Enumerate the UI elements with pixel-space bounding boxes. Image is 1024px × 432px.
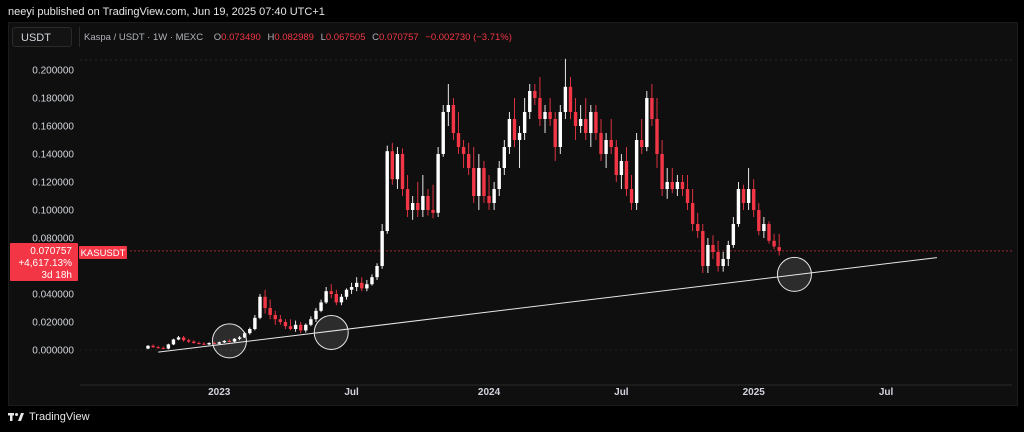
change-value: −0.002730 (−3.71%)	[425, 32, 512, 43]
low-value: 0.067505	[325, 32, 366, 43]
toolbar-divider	[79, 27, 80, 47]
close-label: C	[372, 32, 380, 43]
open-value: 0.073490	[221, 32, 261, 43]
currency-button[interactable]: USDT	[12, 27, 72, 47]
open-label: O	[213, 32, 222, 43]
top-bar: neeyi published on TradingView.com, Jun …	[0, 0, 1024, 24]
ohlc-legend: Kaspa / USDT · 1W · MEXC O0.073490 H0.08…	[84, 32, 512, 43]
chart-panel[interactable]	[8, 22, 1018, 406]
legend-symbol[interactable]: Kaspa / USDT · 1W · MEXC	[84, 32, 204, 43]
low-label: L	[320, 32, 326, 43]
high-label: H	[267, 32, 275, 43]
close-value: 0.070757	[379, 32, 419, 43]
high-value: 0.082989	[274, 32, 314, 43]
tradingview-logo-icon	[8, 413, 24, 421]
brand-footer[interactable]: TradingView	[8, 411, 90, 423]
published-caption: neeyi published on TradingView.com, Jun …	[8, 6, 325, 18]
brand-name: TradingView	[29, 411, 90, 423]
